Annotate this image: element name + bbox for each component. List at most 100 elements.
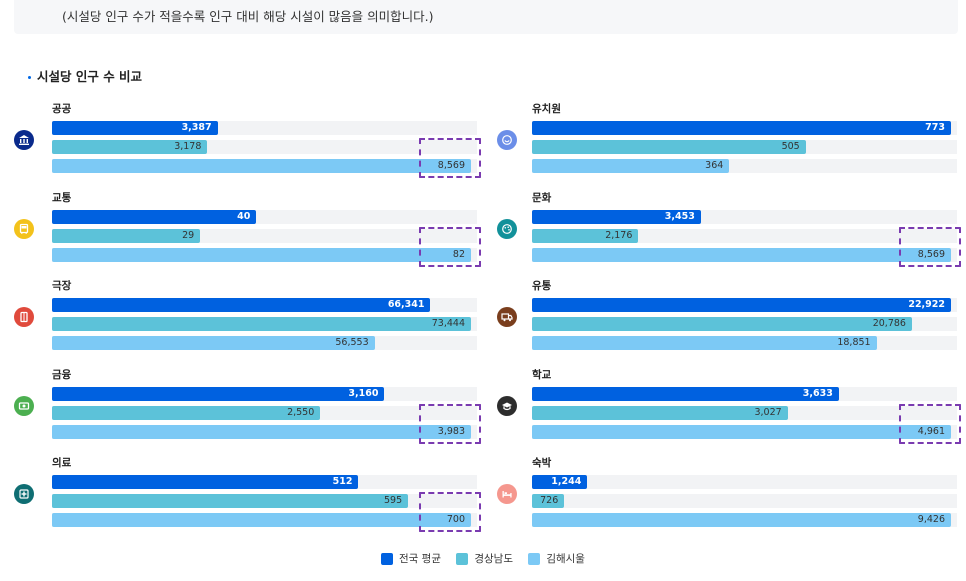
bar-track: 3,178 <box>52 140 477 154</box>
section-title-text: 시설당 인구 수 비교 <box>37 69 143 84</box>
bar-gyeongnam[interactable] <box>52 317 471 331</box>
bar-track: 3,160 <box>52 386 477 401</box>
category-label: 문화 <box>532 191 552 204</box>
bar-value-label: 66,341 <box>387 299 425 310</box>
bar-gimhae[interactable] <box>52 159 471 173</box>
legend-item-gyeongnam[interactable]: 경상남도 <box>456 551 513 566</box>
bank-icon <box>14 130 34 150</box>
category-label: 유통 <box>532 280 552 292</box>
bar-track: 56,553 <box>52 336 477 350</box>
graduation-cap-icon <box>497 395 517 416</box>
bar-track: 773 <box>532 121 957 135</box>
info-note-box: (시설당 인구 수가 적을수록 인구 대비 해당 시설이 많음을 의미합니다.) <box>14 0 958 34</box>
bar-track: 3,453 <box>532 209 957 224</box>
legend-item-national[interactable]: 전국 평균 <box>381 551 441 566</box>
bar-gyeongnam[interactable] <box>532 317 912 331</box>
legend-label-gyeongnam: 경상남도 <box>474 553 513 565</box>
bar-value-label: 3,453 <box>664 210 695 222</box>
bar-track: 4,961 <box>532 424 957 439</box>
bar-value-label: 40 <box>237 210 251 222</box>
bar-value-label: 3,178 <box>174 141 202 152</box>
legend-label-gimhae: 김해시울 <box>546 553 585 565</box>
bar-track: 8,569 <box>532 247 957 262</box>
bar-value-label: 512 <box>332 476 353 487</box>
legend-item-gimhae[interactable]: 김해시울 <box>528 551 585 566</box>
bar-value-label: 3,160 <box>348 387 379 399</box>
bar-gimhae[interactable] <box>52 247 471 262</box>
bar-gimhae[interactable] <box>52 513 471 527</box>
bar-gyeongnam[interactable] <box>532 494 565 508</box>
category-label: 교통 <box>52 191 72 204</box>
legend-swatch-gimhae <box>528 552 541 565</box>
bar-track: 595 <box>52 494 477 508</box>
bar-gimhae[interactable] <box>532 424 951 439</box>
bar-track: 3,387 <box>52 121 477 135</box>
bar-national[interactable] <box>52 121 218 135</box>
bar-gyeongnam[interactable] <box>532 405 788 420</box>
bullet-dot <box>28 76 31 79</box>
bar-gyeongnam[interactable] <box>52 494 409 508</box>
bar-track: 18,851 <box>532 336 957 350</box>
bar-gimhae[interactable] <box>52 336 375 350</box>
bar-gimhae[interactable] <box>532 336 877 350</box>
bar-track: 66,341 <box>52 298 477 312</box>
film-icon <box>14 307 34 327</box>
category-label: 공공 <box>52 103 72 115</box>
bar-national[interactable] <box>532 209 701 224</box>
bar-track: 1,244 <box>532 475 957 489</box>
bar-value-label: 3,983 <box>437 425 465 437</box>
category-label: 의료 <box>52 457 72 469</box>
category-label: 학교 <box>532 368 552 381</box>
bar-value-label: 82 <box>452 248 465 260</box>
chart-legend: 전국 평균 경상남도 김해시울 <box>0 551 966 568</box>
bar-value-label: 8,569 <box>917 248 945 260</box>
legend-swatch-gyeongnam <box>456 552 469 565</box>
bar-gyeongnam[interactable] <box>52 140 208 154</box>
bar-value-label: 2,550 <box>287 406 315 418</box>
category-label: 극장 <box>52 280 72 292</box>
bar-national[interactable] <box>52 298 431 312</box>
bar-value-label: 29 <box>182 229 195 241</box>
bar-value-label: 773 <box>925 122 945 133</box>
bar-track: 29 <box>52 228 477 243</box>
category-label: 금융 <box>52 368 72 381</box>
legend-swatch-national <box>381 552 394 565</box>
bar-track: 3,633 <box>532 386 957 401</box>
bar-national[interactable] <box>532 298 951 312</box>
bar-national[interactable] <box>532 475 588 489</box>
bar-track: 2,550 <box>52 405 477 420</box>
bar-national[interactable] <box>52 386 385 401</box>
bar-track: 22,922 <box>532 298 957 312</box>
bar-track: 364 <box>532 159 957 173</box>
palette-icon <box>497 218 517 239</box>
bar-national[interactable] <box>532 386 839 401</box>
bar-value-label: 8,569 <box>437 160 465 171</box>
bar-value-label: 3,027 <box>754 406 782 418</box>
bar-track: 3,983 <box>52 424 477 439</box>
bar-national[interactable] <box>52 475 359 489</box>
bar-gyeongnam[interactable] <box>52 228 201 243</box>
bar-track: 2,176 <box>532 228 957 243</box>
bar-value-label: 18,851 <box>837 337 871 348</box>
bar-track: 82 <box>52 247 477 262</box>
bar-national[interactable] <box>52 209 257 224</box>
bar-gyeongnam[interactable] <box>532 228 639 243</box>
bar-gimhae[interactable] <box>532 247 951 262</box>
bar-national[interactable] <box>532 121 951 135</box>
bar-gimhae[interactable] <box>532 159 730 173</box>
bar-value-label: 3,387 <box>181 122 212 133</box>
bar-gimhae[interactable] <box>52 424 471 439</box>
bar-track: 8,569 <box>52 159 477 173</box>
bar-value-label: 9,426 <box>917 514 945 525</box>
bar-value-label: 700 <box>446 514 465 525</box>
bar-value-label: 364 <box>705 160 724 171</box>
medical-cross-icon <box>14 484 34 504</box>
bar-gyeongnam[interactable] <box>532 140 806 154</box>
bar-track: 726 <box>532 494 957 508</box>
category-label: 숙박 <box>532 457 552 469</box>
bar-track: 20,786 <box>532 317 957 331</box>
bar-value-label: 56,553 <box>335 337 369 348</box>
bar-value-label: 1,244 <box>551 476 582 487</box>
bar-gyeongnam[interactable] <box>52 405 321 420</box>
bar-gimhae[interactable] <box>532 513 951 527</box>
